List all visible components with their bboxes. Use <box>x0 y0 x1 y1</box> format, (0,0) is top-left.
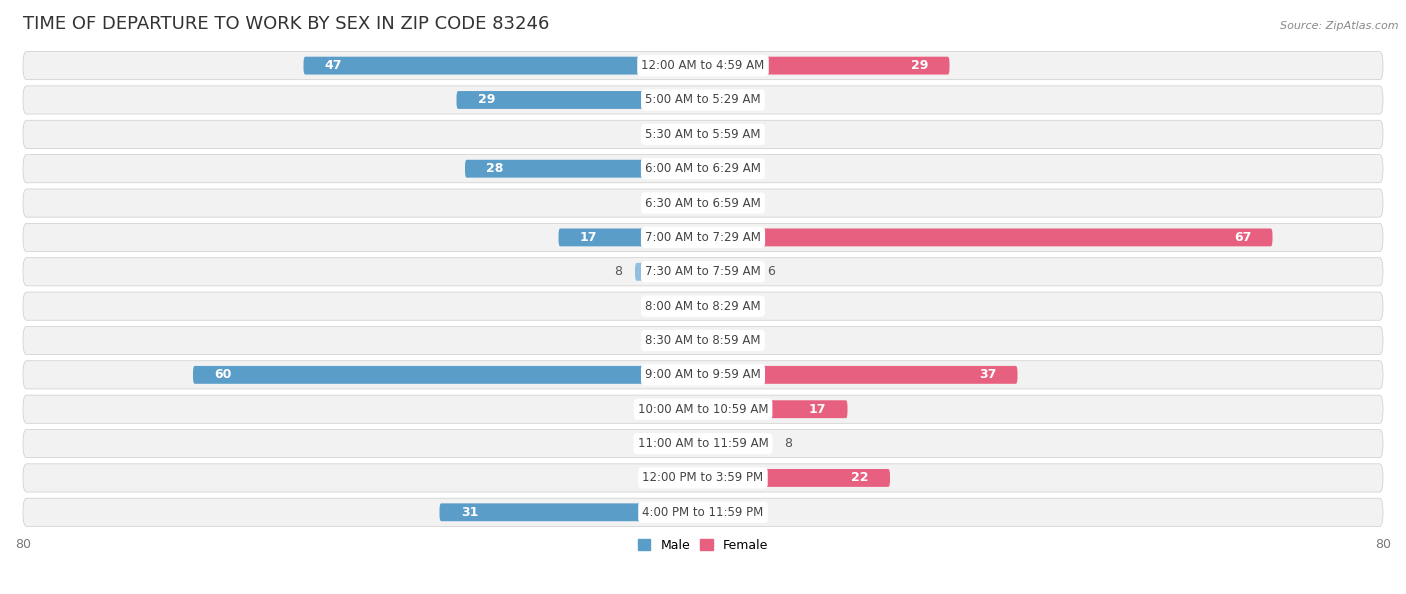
Text: 4: 4 <box>749 197 758 210</box>
Text: 29: 29 <box>911 59 928 72</box>
Text: 7:00 AM to 7:29 AM: 7:00 AM to 7:29 AM <box>645 231 761 244</box>
FancyBboxPatch shape <box>22 395 1384 424</box>
FancyBboxPatch shape <box>304 56 703 75</box>
FancyBboxPatch shape <box>22 154 1384 183</box>
Text: 6:00 AM to 6:29 AM: 6:00 AM to 6:29 AM <box>645 162 761 175</box>
FancyBboxPatch shape <box>703 125 737 143</box>
FancyBboxPatch shape <box>22 498 1384 526</box>
FancyBboxPatch shape <box>22 292 1384 320</box>
Text: 3: 3 <box>657 437 665 450</box>
FancyBboxPatch shape <box>22 52 1384 80</box>
Text: 9:00 AM to 9:59 AM: 9:00 AM to 9:59 AM <box>645 368 761 381</box>
Text: 11:00 AM to 11:59 AM: 11:00 AM to 11:59 AM <box>638 437 768 450</box>
Text: 5: 5 <box>640 403 648 416</box>
Text: 28: 28 <box>486 162 503 175</box>
Text: 8:00 AM to 8:29 AM: 8:00 AM to 8:29 AM <box>645 299 761 312</box>
Text: 8:30 AM to 8:59 AM: 8:30 AM to 8:59 AM <box>645 334 761 347</box>
Text: 0: 0 <box>716 299 724 312</box>
FancyBboxPatch shape <box>703 229 1272 247</box>
Text: 4: 4 <box>749 128 758 141</box>
Text: 0: 0 <box>716 506 724 519</box>
FancyBboxPatch shape <box>703 56 949 75</box>
FancyBboxPatch shape <box>703 194 737 212</box>
Text: 7:30 AM to 7:59 AM: 7:30 AM to 7:59 AM <box>645 266 761 278</box>
Text: 5:00 AM to 5:29 AM: 5:00 AM to 5:29 AM <box>645 93 761 106</box>
Text: 47: 47 <box>325 59 342 72</box>
FancyBboxPatch shape <box>22 86 1384 114</box>
Text: 31: 31 <box>461 506 478 519</box>
FancyBboxPatch shape <box>678 435 703 453</box>
Text: 67: 67 <box>1234 231 1251 244</box>
Text: Source: ZipAtlas.com: Source: ZipAtlas.com <box>1281 21 1399 31</box>
Text: 4:00 PM to 11:59 PM: 4:00 PM to 11:59 PM <box>643 506 763 519</box>
FancyBboxPatch shape <box>22 120 1384 148</box>
Text: 17: 17 <box>808 403 827 416</box>
FancyBboxPatch shape <box>22 361 1384 389</box>
Text: 0: 0 <box>682 299 690 312</box>
Text: 0: 0 <box>716 162 724 175</box>
Text: 0: 0 <box>716 334 724 347</box>
FancyBboxPatch shape <box>440 503 703 521</box>
FancyBboxPatch shape <box>703 400 848 418</box>
FancyBboxPatch shape <box>703 469 890 487</box>
Text: 8: 8 <box>783 437 792 450</box>
FancyBboxPatch shape <box>686 125 703 143</box>
FancyBboxPatch shape <box>22 189 1384 217</box>
FancyBboxPatch shape <box>193 366 703 384</box>
Legend: Male, Female: Male, Female <box>633 534 773 557</box>
Text: 0: 0 <box>682 197 690 210</box>
Text: 5:30 AM to 5:59 AM: 5:30 AM to 5:59 AM <box>645 128 761 141</box>
Text: 12:00 AM to 4:59 AM: 12:00 AM to 4:59 AM <box>641 59 765 72</box>
FancyBboxPatch shape <box>22 327 1384 355</box>
Text: 60: 60 <box>214 368 232 381</box>
FancyBboxPatch shape <box>703 366 1018 384</box>
Text: 0: 0 <box>682 472 690 485</box>
Text: 12:00 PM to 3:59 PM: 12:00 PM to 3:59 PM <box>643 472 763 485</box>
Text: 8: 8 <box>614 266 623 278</box>
Text: TIME OF DEPARTURE TO WORK BY SEX IN ZIP CODE 83246: TIME OF DEPARTURE TO WORK BY SEX IN ZIP … <box>22 15 550 33</box>
FancyBboxPatch shape <box>703 435 770 453</box>
Text: 0: 0 <box>682 334 690 347</box>
Text: 6: 6 <box>766 266 775 278</box>
Text: 17: 17 <box>579 231 598 244</box>
Text: 0: 0 <box>716 93 724 106</box>
FancyBboxPatch shape <box>22 464 1384 492</box>
FancyBboxPatch shape <box>457 91 703 109</box>
FancyBboxPatch shape <box>703 263 754 281</box>
Text: 2: 2 <box>665 128 673 141</box>
Text: 6:30 AM to 6:59 AM: 6:30 AM to 6:59 AM <box>645 197 761 210</box>
FancyBboxPatch shape <box>558 229 703 247</box>
FancyBboxPatch shape <box>661 400 703 418</box>
FancyBboxPatch shape <box>22 258 1384 286</box>
Text: 22: 22 <box>851 472 869 485</box>
FancyBboxPatch shape <box>636 263 703 281</box>
FancyBboxPatch shape <box>22 429 1384 457</box>
Text: 37: 37 <box>979 368 997 381</box>
Text: 10:00 AM to 10:59 AM: 10:00 AM to 10:59 AM <box>638 403 768 416</box>
FancyBboxPatch shape <box>465 160 703 178</box>
Text: 29: 29 <box>478 93 495 106</box>
FancyBboxPatch shape <box>22 223 1384 251</box>
